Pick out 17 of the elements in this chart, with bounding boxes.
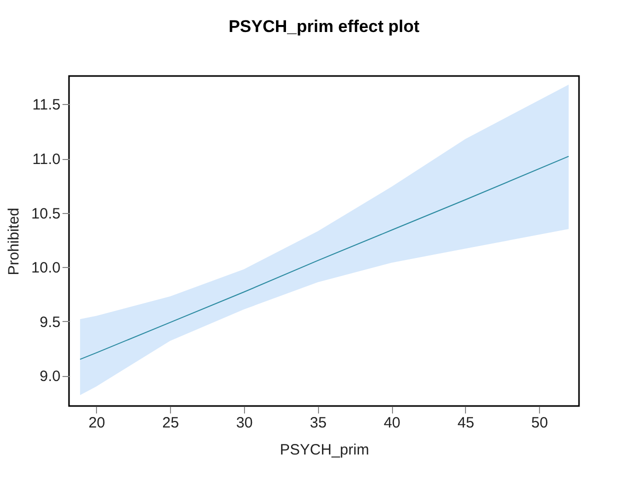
x-tick-label: 25 <box>162 414 179 432</box>
x-axis-title: PSYCH_prim <box>280 442 370 458</box>
line-series <box>80 156 570 360</box>
x-tick-label: 20 <box>88 414 106 432</box>
x-tick-label: 40 <box>384 414 400 432</box>
y-tick-label: 11.5 <box>32 96 60 114</box>
x-tick-label: 45 <box>457 414 474 432</box>
chart-title: PSYCH_prim effect plot <box>228 17 420 36</box>
x-tick-label: 35 <box>310 414 327 432</box>
y-tick-label: 10.5 <box>31 205 60 222</box>
y-tick-label: 9.5 <box>40 314 60 331</box>
x-tick-label: 50 <box>531 414 548 432</box>
y-tick-label: 9.0 <box>40 368 60 386</box>
y-axis-title: Prohibited <box>5 208 22 276</box>
y-tick-label: 10.0 <box>31 260 60 277</box>
x-tick-label: 30 <box>236 414 253 432</box>
y-tick-label: 11.0 <box>32 151 60 168</box>
